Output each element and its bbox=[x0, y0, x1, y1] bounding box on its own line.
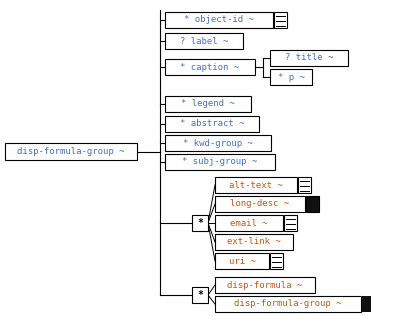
Text: *: * bbox=[197, 218, 203, 228]
Text: ? label ~: ? label ~ bbox=[180, 37, 228, 46]
FancyBboxPatch shape bbox=[215, 277, 315, 293]
FancyBboxPatch shape bbox=[270, 69, 312, 85]
FancyBboxPatch shape bbox=[362, 296, 371, 312]
Text: * caption ~: * caption ~ bbox=[181, 63, 239, 71]
FancyBboxPatch shape bbox=[165, 135, 271, 151]
FancyBboxPatch shape bbox=[5, 143, 137, 160]
Text: * kwd-group ~: * kwd-group ~ bbox=[183, 138, 253, 148]
FancyBboxPatch shape bbox=[215, 296, 361, 312]
FancyBboxPatch shape bbox=[284, 215, 297, 231]
FancyBboxPatch shape bbox=[165, 59, 255, 75]
Text: uri ~: uri ~ bbox=[229, 257, 255, 265]
Text: long-desc ~: long-desc ~ bbox=[230, 199, 289, 209]
Text: * abstract ~: * abstract ~ bbox=[180, 119, 244, 129]
Text: ? title ~: ? title ~ bbox=[285, 53, 333, 63]
FancyBboxPatch shape bbox=[270, 50, 348, 66]
FancyBboxPatch shape bbox=[215, 234, 293, 250]
FancyBboxPatch shape bbox=[306, 196, 319, 212]
FancyBboxPatch shape bbox=[215, 196, 305, 212]
Text: disp-formula-group ~: disp-formula-group ~ bbox=[234, 300, 342, 308]
FancyBboxPatch shape bbox=[215, 215, 283, 231]
Text: disp-formula-group ~: disp-formula-group ~ bbox=[17, 147, 125, 156]
FancyBboxPatch shape bbox=[270, 253, 283, 269]
FancyBboxPatch shape bbox=[298, 177, 311, 193]
FancyBboxPatch shape bbox=[165, 12, 273, 28]
FancyBboxPatch shape bbox=[165, 96, 251, 112]
Text: * subj-group ~: * subj-group ~ bbox=[182, 157, 258, 167]
Text: email ~: email ~ bbox=[230, 218, 268, 228]
Text: * p ~: * p ~ bbox=[278, 72, 304, 82]
FancyBboxPatch shape bbox=[192, 215, 208, 231]
FancyBboxPatch shape bbox=[165, 116, 259, 132]
FancyBboxPatch shape bbox=[192, 287, 208, 303]
FancyBboxPatch shape bbox=[215, 253, 269, 269]
Text: disp-formula ~: disp-formula ~ bbox=[227, 281, 303, 289]
FancyBboxPatch shape bbox=[274, 12, 287, 28]
FancyBboxPatch shape bbox=[215, 177, 297, 193]
Text: *: * bbox=[197, 290, 203, 300]
Text: * object-id ~: * object-id ~ bbox=[184, 15, 254, 25]
FancyBboxPatch shape bbox=[165, 154, 275, 170]
Text: * legend ~: * legend ~ bbox=[181, 100, 235, 108]
Text: alt-text ~: alt-text ~ bbox=[229, 180, 283, 190]
Text: ext-link ~: ext-link ~ bbox=[227, 238, 281, 246]
FancyBboxPatch shape bbox=[165, 33, 243, 49]
